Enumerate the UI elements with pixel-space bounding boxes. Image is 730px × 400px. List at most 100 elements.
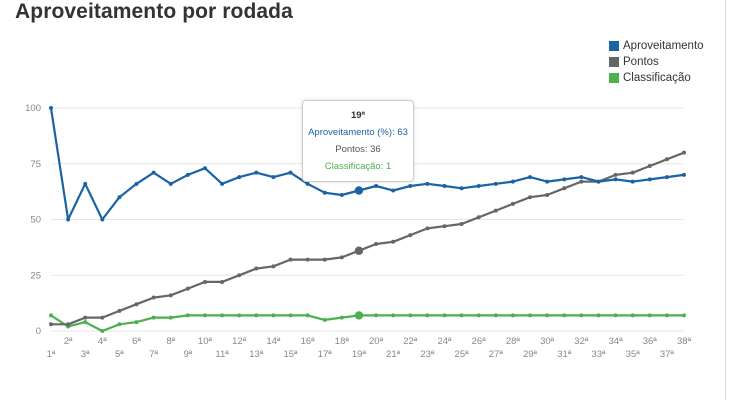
- x-tick-label: 24ª: [437, 336, 452, 347]
- data-point: [545, 192, 550, 197]
- x-tick-label: 4ª: [98, 336, 107, 347]
- data-point: [220, 279, 225, 284]
- data-point: [682, 150, 686, 155]
- legend-item-aproveitamento[interactable]: Aproveitamento: [609, 38, 704, 54]
- series-line-classificacao: [50, 314, 684, 333]
- data-point: [202, 279, 207, 284]
- data-point: [510, 179, 515, 184]
- data-point: [305, 313, 310, 318]
- data-point: [647, 313, 652, 318]
- x-tick-label: 6ª: [132, 336, 141, 347]
- x-axis: 1ª2ª3ª4ª5ª6ª7ª8ª9ª10ª11ª12ª13ª14ª15ª16ª1…: [47, 336, 692, 360]
- data-point: [596, 313, 601, 318]
- x-tick-label: 9ª: [183, 349, 192, 360]
- data-point: [49, 322, 53, 327]
- data-point: [168, 293, 173, 298]
- data-point: [425, 313, 430, 318]
- data-point: [339, 255, 344, 260]
- series-aproveitamento: [49, 106, 686, 222]
- x-tick-label: 14ª: [266, 336, 281, 347]
- data-point: [220, 181, 225, 186]
- data-point: [391, 239, 396, 244]
- data-point: [271, 175, 276, 180]
- x-tick-label: 10ª: [198, 336, 213, 347]
- data-point: [151, 295, 156, 300]
- data-point: [596, 179, 601, 184]
- x-tick-label: 33ª: [591, 349, 606, 360]
- data-point: [528, 313, 533, 318]
- data-point: [237, 273, 242, 278]
- y-tick-label: 100: [25, 103, 41, 114]
- x-tick-label: 21ª: [386, 349, 401, 360]
- data-point: [664, 175, 669, 180]
- legend-item-classificacao[interactable]: Classificação: [609, 70, 704, 86]
- data-point: [682, 172, 686, 177]
- data-point: [630, 179, 635, 184]
- x-tick-label: 35ª: [626, 349, 641, 360]
- data-point: [613, 313, 618, 318]
- data-point: [237, 313, 242, 318]
- data-point: [476, 313, 481, 318]
- data-point: [664, 313, 669, 318]
- data-point: [66, 217, 71, 222]
- x-tick-label: 13ª: [249, 349, 264, 360]
- x-tick-label: 15ª: [283, 349, 298, 360]
- data-point: [442, 184, 447, 189]
- series-pontos: [49, 150, 686, 327]
- data-point: [100, 217, 105, 222]
- data-point: [220, 313, 225, 318]
- data-point: [49, 106, 53, 110]
- data-point: [185, 172, 190, 177]
- series-line-pontos: [51, 151, 685, 326]
- data-point: [493, 313, 498, 318]
- x-tick-label: 7ª: [149, 349, 158, 360]
- data-point: [545, 313, 550, 318]
- data-point: [117, 322, 122, 327]
- series-classificacao: [49, 311, 686, 333]
- x-tick-label: 36ª: [643, 336, 658, 347]
- data-point: [100, 315, 105, 320]
- data-point: [459, 186, 464, 191]
- x-tick-label: 30ª: [540, 336, 555, 347]
- data-point: [647, 163, 652, 168]
- data-point: [579, 175, 584, 180]
- x-tick-label: 38ª: [677, 336, 692, 347]
- data-point: [168, 315, 173, 320]
- data-point: [202, 313, 207, 318]
- x-tick-label: 16ª: [301, 336, 316, 347]
- data-point: [459, 221, 464, 226]
- data-point: [528, 195, 533, 200]
- legend-label-classificacao: Classificação: [623, 72, 691, 84]
- x-tick-label: 18ª: [335, 336, 350, 347]
- data-point: [83, 315, 88, 320]
- data-point: [134, 302, 139, 307]
- x-tick-label: 22ª: [403, 336, 418, 347]
- x-tick-label: 37ª: [660, 349, 675, 360]
- data-point: [408, 233, 413, 238]
- legend-swatch-classificacao: [609, 73, 619, 83]
- data-point: [237, 175, 242, 180]
- data-point: [374, 184, 379, 189]
- data-point: [613, 177, 618, 182]
- data-point: [117, 308, 122, 313]
- data-point: [579, 313, 584, 318]
- data-point: [271, 264, 276, 269]
- x-tick-label: 1ª: [47, 349, 56, 360]
- data-point: [185, 313, 190, 318]
- x-tick-label: 34ª: [609, 336, 624, 347]
- highlight-point: [354, 246, 364, 255]
- data-point: [83, 181, 88, 186]
- data-point: [288, 170, 293, 175]
- data-point: [254, 170, 259, 175]
- series-lines: [49, 106, 686, 333]
- legend-item-pontos[interactable]: Pontos: [609, 54, 704, 70]
- x-tick-label: 31ª: [557, 349, 572, 360]
- data-point: [83, 320, 88, 325]
- data-point: [151, 170, 156, 175]
- data-point: [391, 188, 396, 193]
- x-tick-label: 23ª: [420, 349, 435, 360]
- tooltip-line-aproveitamento: Aproveitamento (%): 63: [308, 127, 408, 138]
- x-tick-label: 29ª: [523, 349, 538, 360]
- data-point: [202, 166, 207, 171]
